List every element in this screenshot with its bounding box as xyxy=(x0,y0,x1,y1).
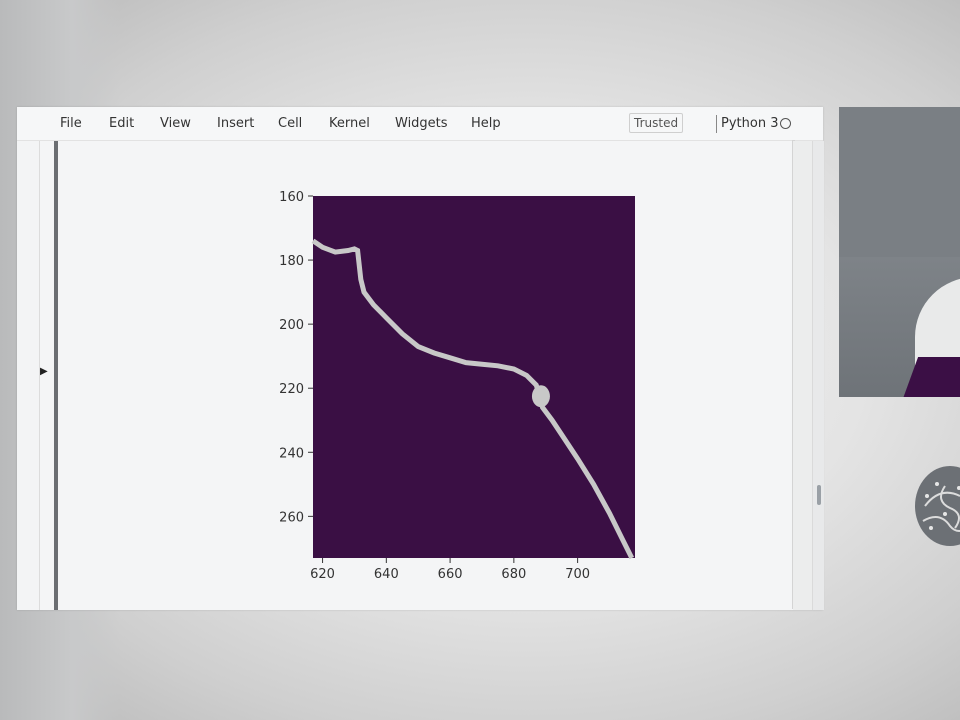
x-tick-label: 700 xyxy=(565,567,590,582)
menu-cell[interactable]: Cell xyxy=(278,116,303,131)
y-tick-label: 220 xyxy=(279,382,304,397)
menu-file[interactable]: File xyxy=(60,116,82,131)
y-tick-label: 240 xyxy=(279,446,304,461)
y-tick-label: 180 xyxy=(279,254,304,269)
resize-handle[interactable] xyxy=(817,485,821,505)
x-tick-label: 680 xyxy=(501,567,526,582)
menu-view[interactable]: View xyxy=(160,116,191,131)
y-tick-label: 160 xyxy=(279,190,304,205)
cell-selection-bar xyxy=(54,141,58,610)
y-tick-label: 260 xyxy=(279,510,304,525)
menu-widgets[interactable]: Widgets xyxy=(395,116,448,131)
menu-insert[interactable]: Insert xyxy=(217,116,255,131)
x-tick-label: 660 xyxy=(438,567,463,582)
boundary-line xyxy=(311,238,635,560)
boundary-blob xyxy=(531,385,550,408)
scrollbar[interactable] xyxy=(812,141,824,610)
menubar: File Edit View Insert Cell Kernel Widget… xyxy=(17,107,823,141)
y-tick-label: 200 xyxy=(279,318,304,333)
logo-icon xyxy=(915,466,960,546)
heatmap-background xyxy=(313,196,635,558)
menu-edit[interactable]: Edit xyxy=(109,116,135,131)
trusted-badge[interactable]: Trusted xyxy=(629,113,684,133)
x-tick-label: 620 xyxy=(310,567,335,582)
kernel-name[interactable]: Python 3 xyxy=(721,116,779,131)
menu-help[interactable]: Help xyxy=(471,116,501,131)
kernel-idle-icon xyxy=(780,118,791,129)
output-plot: 160 180 200 220 240 260 620 640 660 680 700 xyxy=(279,190,635,582)
webcam-overlay xyxy=(839,107,960,397)
kernel-separator xyxy=(716,115,717,133)
menu-kernel[interactable]: Kernel xyxy=(329,116,370,131)
x-tick-label: 640 xyxy=(374,567,399,582)
mouse-cursor-icon: ▶ xyxy=(40,366,48,377)
